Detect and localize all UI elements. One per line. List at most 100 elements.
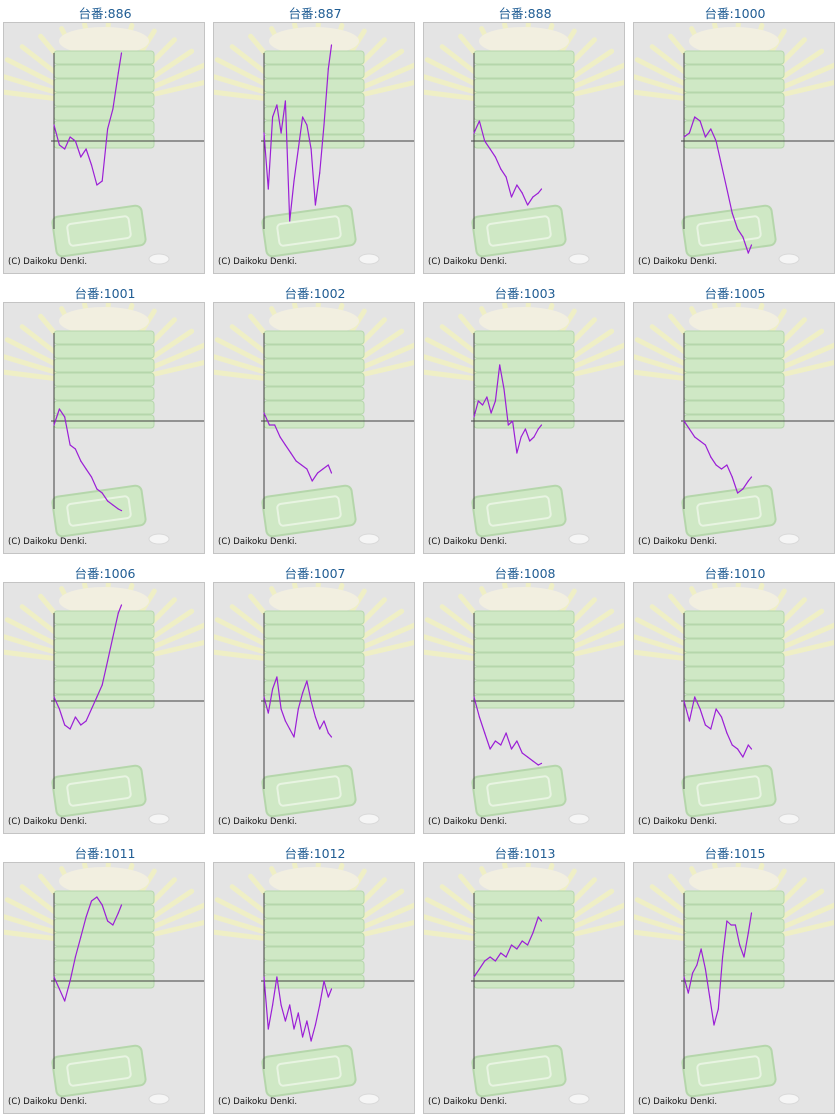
tray-inner <box>66 495 132 527</box>
data-point <box>537 428 539 430</box>
coin-illustration <box>148 1093 170 1105</box>
tray-inner <box>66 1055 132 1087</box>
data-point <box>747 252 749 254</box>
copyright-text: (C) Daikoku Denki. <box>428 537 507 547</box>
tower-illustration <box>683 890 785 989</box>
data-point <box>323 124 325 126</box>
data-point <box>310 148 312 150</box>
tray-illustration <box>471 764 567 818</box>
data-point <box>694 436 696 438</box>
tray-inner <box>276 215 342 247</box>
data-point <box>709 996 711 998</box>
data-point <box>58 988 61 990</box>
chart-panel: 台番:886 (C) Daikoku Denki. <box>0 0 210 280</box>
data-point <box>272 1004 274 1006</box>
coin-illustration <box>358 533 380 545</box>
data-point <box>737 228 739 230</box>
data-point <box>101 180 103 182</box>
chart-svg: (C) Daikoku Denki. <box>4 303 204 553</box>
ball-pile <box>689 587 779 615</box>
chart-panel: 台番:1003 (C) Daikoku Denki. <box>420 280 630 560</box>
data-point <box>704 444 706 446</box>
data-point <box>276 104 278 106</box>
data-point <box>473 696 475 698</box>
data-point <box>532 760 534 762</box>
data-point <box>499 364 501 366</box>
data-point <box>484 732 486 734</box>
data-point <box>683 976 685 978</box>
data-point <box>297 708 299 710</box>
chart-panel: 台番:1007 (C) Daikoku Denki. <box>210 560 420 840</box>
coin-illustration <box>778 1093 800 1105</box>
data-point <box>284 1020 286 1022</box>
data-point <box>722 956 724 958</box>
copyright-text: (C) Daikoku Denki. <box>428 257 507 267</box>
data-point <box>53 696 55 698</box>
data-point <box>267 1028 269 1030</box>
chart-title: 台番:886 <box>78 6 132 21</box>
data-point <box>489 748 491 750</box>
data-point <box>314 204 316 206</box>
tray-illustration <box>681 1044 777 1098</box>
chart-frame: (C) Daikoku Denki. <box>3 862 205 1114</box>
data-point <box>750 244 753 246</box>
data-point <box>510 196 513 198</box>
tray-illustration <box>471 484 567 538</box>
ball-pile <box>59 307 149 335</box>
tray-inner <box>486 775 552 807</box>
chart-title: 台番:1008 <box>494 566 556 581</box>
data-point <box>101 684 103 686</box>
tower-illustration <box>683 50 785 149</box>
data-point <box>540 920 543 922</box>
data-point <box>58 144 61 146</box>
data-point <box>330 988 333 990</box>
chart-panel: 台番:1005 (C) Daikoku Denki. <box>630 280 840 560</box>
data-point <box>720 164 723 166</box>
data-point <box>494 400 496 402</box>
copyright-text: (C) Daikoku Denki. <box>8 537 87 547</box>
tray-inner <box>276 1055 342 1087</box>
tower-illustration <box>473 890 575 989</box>
data-point <box>53 124 55 126</box>
chart-panel: 台番:1001 (C) Daikoku Denki. <box>0 280 210 560</box>
chart-panel: 台番:1012 (C) Daikoku Denki. <box>210 840 420 1120</box>
data-point <box>120 904 123 906</box>
ball-pile <box>479 307 569 335</box>
data-point <box>696 964 698 966</box>
data-point <box>715 464 717 466</box>
data-point <box>327 732 329 734</box>
data-point <box>731 212 733 214</box>
chart-svg: (C) Daikoku Denki. <box>4 583 204 833</box>
data-point <box>747 932 749 934</box>
copyright-text: (C) Daikoku Denki. <box>8 817 87 827</box>
data-point <box>74 140 76 142</box>
tower-illustration <box>683 330 785 429</box>
data-point <box>540 762 543 764</box>
chart-panel: 台番:887 (C) Daikoku Denki. <box>210 0 420 280</box>
data-point <box>64 724 66 726</box>
data-point <box>710 456 712 458</box>
data-point <box>500 168 502 170</box>
chart-svg: (C) Daikoku Denki. <box>214 23 414 273</box>
data-point <box>486 396 488 398</box>
tower-illustration <box>53 890 155 989</box>
data-point <box>527 944 529 946</box>
tower-illustration <box>263 50 365 149</box>
data-point <box>730 924 732 926</box>
coin-illustration <box>778 813 800 825</box>
data-point <box>521 752 523 754</box>
data-point <box>302 692 304 694</box>
background-illustration <box>214 23 414 273</box>
chart-frame: (C) Daikoku Denki. <box>633 302 835 554</box>
chart-panel: 台番:1006 (C) Daikoku Denki. <box>0 560 210 840</box>
data-point <box>293 736 295 738</box>
data-point <box>484 140 486 142</box>
data-point <box>489 148 491 150</box>
data-point <box>731 744 733 746</box>
background-illustration <box>214 303 414 553</box>
data-point <box>53 976 55 978</box>
chart-svg: (C) Daikoku Denki. <box>214 863 414 1113</box>
data-point <box>69 728 71 730</box>
data-point <box>490 412 492 414</box>
data-point <box>117 508 119 510</box>
